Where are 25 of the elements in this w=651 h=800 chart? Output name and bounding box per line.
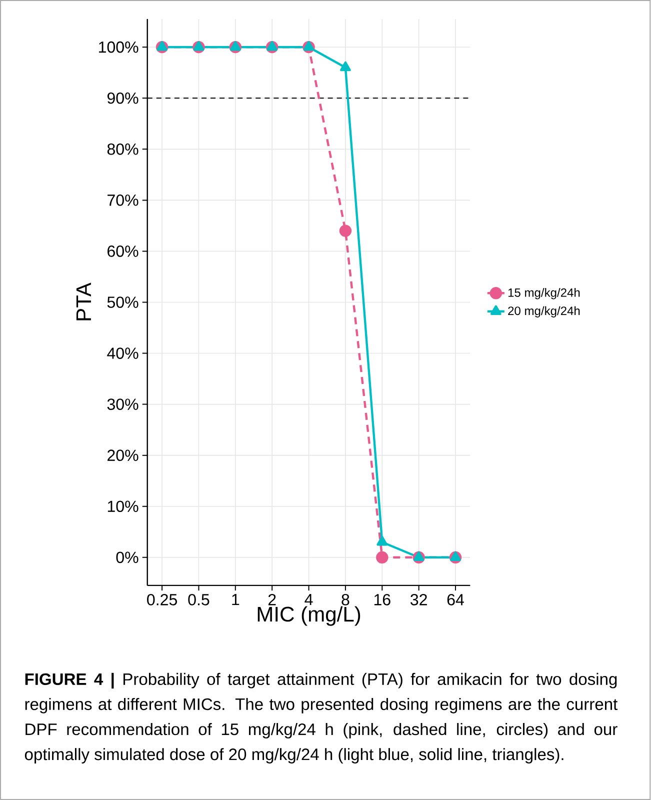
y-tick-label: 70% — [108, 194, 138, 206]
legend-label: 20 mg/kg/24h — [508, 306, 580, 318]
x-tick-label: 0.25 — [147, 594, 178, 606]
y-tick-label: 50% — [108, 296, 138, 308]
x-tick-label: 8 — [342, 594, 350, 606]
y-tick-label: 0% — [116, 552, 138, 564]
legend-label: 15 mg/kg/24h — [508, 288, 580, 300]
y-tick-label: 100% — [99, 41, 138, 53]
y-tick-label: 60% — [108, 246, 138, 257]
x-axis-title: MIC (mg/L) — [258, 606, 360, 626]
x-tick-label: 64 — [448, 594, 464, 606]
y-tick-label: 30% — [108, 398, 138, 410]
x-tick-label: 1 — [232, 594, 240, 606]
y-tick-label: 10% — [108, 500, 138, 512]
y-tick-label: 40% — [107, 348, 138, 359]
y-tick-label: 20% — [108, 450, 138, 462]
y-tick-label: 90% — [108, 92, 138, 104]
x-tick-label: 4 — [304, 594, 313, 606]
x-tick-label: 2 — [268, 594, 276, 606]
y-tick-label: 80% — [108, 143, 138, 155]
x-tick-label: 32 — [410, 594, 428, 606]
y-axis-title: PTA — [76, 282, 92, 320]
x-tick-label: 0.5 — [188, 594, 210, 606]
x-tick-label: 16 — [374, 594, 391, 606]
text: FIGURE 4 | Probability of target attainment (PTA) for amikacin for two dosing regimens at different MICs. The two presented dosing regimens are the current DPF recommendation of 15 mg/kg/24 h (pink, dashed line, circles) and our optimally simulated dose of 20 mg/kg/24 h (light blue, solid line, triangles). — [25, 672, 618, 764]
